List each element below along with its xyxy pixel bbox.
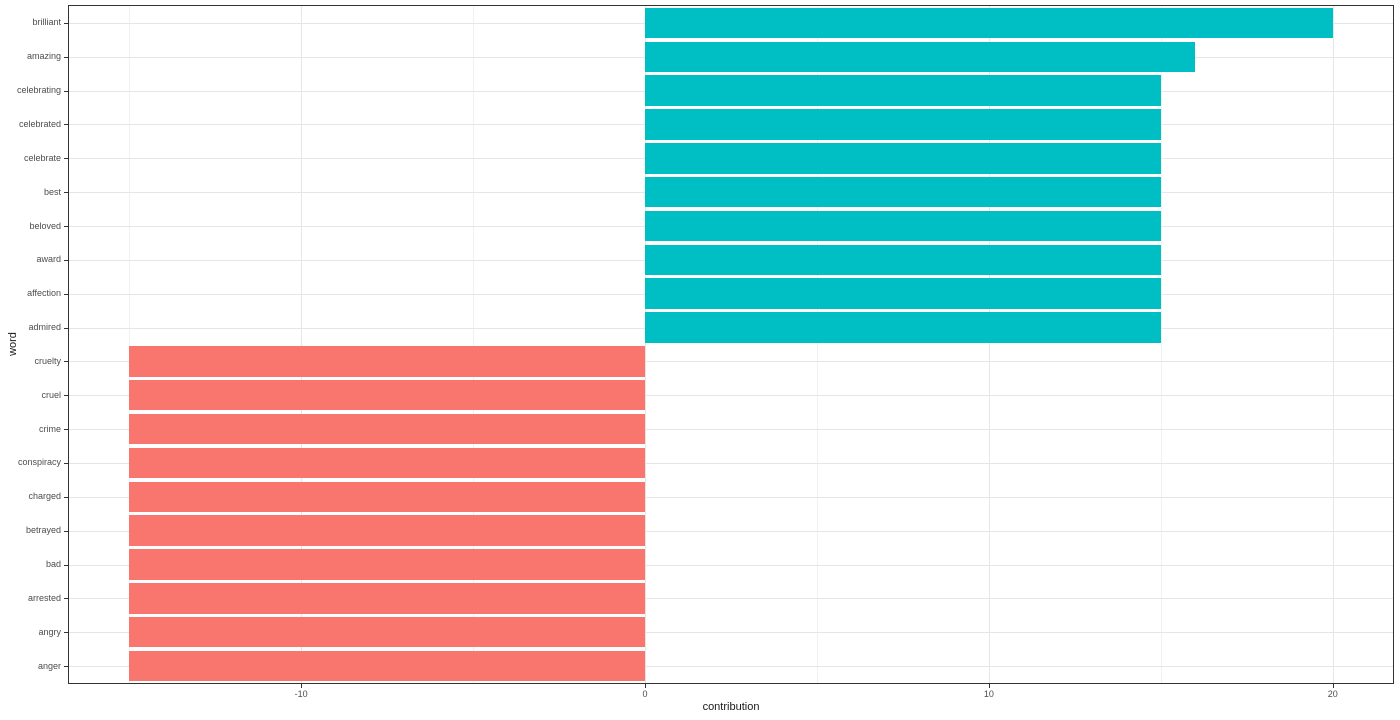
gridline-horizontal-major [69,564,1393,566]
y-axis-tick [64,124,68,126]
gridline-vertical-major [645,6,647,683]
y-axis-tick [64,632,68,634]
x-axis-tick [988,684,990,688]
y-axis-label-anger: anger [37,660,61,671]
y-axis-tick [64,564,68,566]
y-axis-label-betrayed: betrayed [25,525,61,536]
y-axis-label-affection: affection [27,288,61,299]
bar-angry [129,616,646,648]
y-axis-tick [64,293,68,295]
x-axis-label: -10 [294,689,308,699]
x-axis-label: 10 [983,689,994,699]
y-axis-label-amazing: amazing [26,51,61,62]
y-axis-tick [64,395,68,397]
y-axis-label-cruelty: cruelty [34,355,61,366]
gridline-vertical-minor [129,6,131,683]
bar-beloved [645,210,1161,242]
y-axis-label-celebrated: celebrated [18,118,61,129]
gridline-horizontal-major [69,395,1393,397]
y-axis-tick [64,56,68,58]
y-axis-label-arrested: arrested [27,592,61,603]
plot-panel [68,5,1394,684]
x-axis-tick [301,684,303,688]
y-axis-tick [64,666,68,668]
gridline-vertical-minor [1160,6,1162,683]
gridline-horizontal-major [69,462,1393,464]
x-axis-tick [645,684,647,688]
bar-celebrate [645,143,1161,174]
bar-bad [129,549,646,580]
y-axis-title: word [7,332,19,356]
y-axis-label-award: award [36,254,61,265]
y-axis-tick [64,462,68,464]
x-axis-tick [1332,684,1334,688]
y-axis-label-angry: angry [38,626,61,637]
bar-cruel [129,380,646,411]
bar-celebrating [645,75,1161,106]
bar-best [645,176,1161,208]
y-axis-label-charged: charged [28,491,61,502]
y-axis-label-crime: crime [39,423,61,434]
gridline-vertical-major [988,6,990,683]
bar-charged [129,481,646,513]
bar-amazing [645,41,1196,72]
y-axis-label-cruel: cruel [41,389,61,400]
gridline-horizontal-major [69,530,1393,532]
y-axis-tick [64,361,68,363]
gridline-horizontal-major [69,429,1393,431]
y-axis-tick [64,226,68,228]
y-axis-label-conspiracy: conspiracy [17,457,61,468]
gridline-horizontal-major [69,361,1393,363]
gridline-vertical-minor [816,6,818,683]
bar-affection [645,278,1161,309]
y-axis-label-best: best [43,186,61,197]
bar-layer [69,6,1393,683]
y-axis-tick [64,90,68,92]
y-axis-tick [64,158,68,160]
bar-betrayed [129,515,646,546]
gridline-vertical-minor [473,6,475,683]
y-axis-label-admired: admired [28,322,61,333]
y-axis-tick [64,429,68,431]
gridline-vertical-major [301,6,303,683]
bar-award [645,244,1161,276]
gridline-horizontal-major [69,666,1393,668]
gridline-vertical-major [1332,6,1334,683]
y-axis-label-celebrating: celebrating [16,85,61,96]
y-axis-tick [64,327,68,329]
bar-arrested [129,583,646,614]
y-axis-tick [64,530,68,532]
bar-brilliant [645,7,1333,39]
y-axis-tick [64,192,68,194]
y-axis-label-bad: bad [45,559,61,570]
bar-admired [645,312,1161,343]
x-axis-title: contribution [702,701,760,713]
bar-celebrated [645,109,1161,140]
bar-cruelty [129,346,646,377]
y-axis-tick [64,259,68,261]
bar-crime [129,413,646,445]
gridline-horizontal-major [69,598,1393,600]
gridline-horizontal-major [69,632,1393,634]
x-axis-label: 20 [1327,689,1338,699]
bar-conspiracy [129,447,646,479]
x-axis-label: 0 [642,689,648,699]
y-axis-tick [64,598,68,600]
y-axis-label-brilliant: brilliant [32,17,61,28]
gridline-horizontal-major [69,496,1393,498]
y-axis-tick [64,496,68,498]
y-axis-label-celebrate: celebrate [23,152,61,163]
y-axis-tick [64,22,68,24]
y-axis-label-beloved: beloved [29,220,61,231]
bar-anger [129,650,646,682]
